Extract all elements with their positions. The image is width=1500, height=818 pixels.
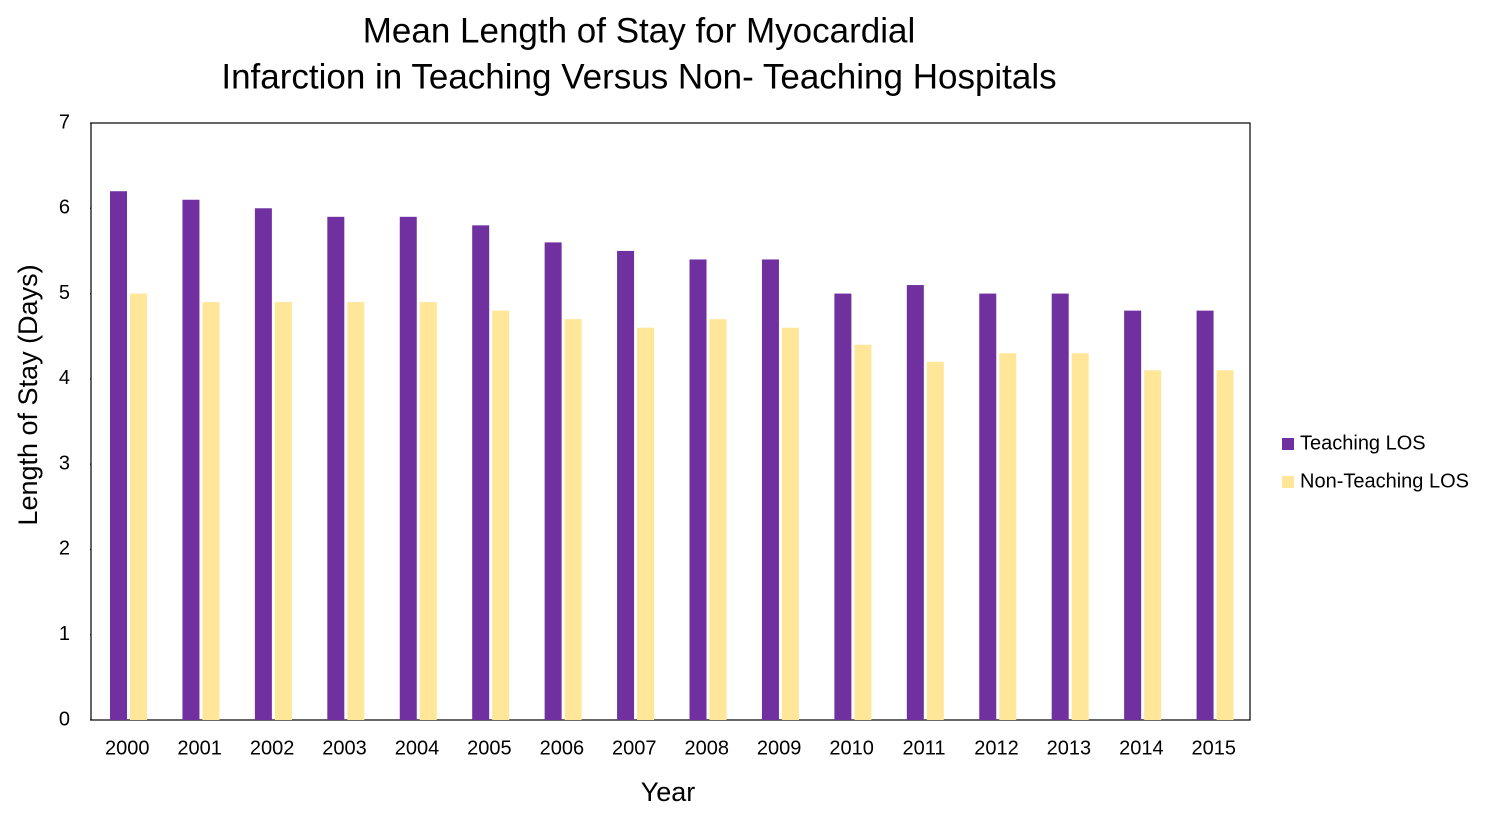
bar — [202, 302, 220, 720]
x-tick-label: 2009 — [757, 737, 802, 759]
bar — [617, 250, 635, 720]
bar — [709, 319, 727, 720]
x-tick-label: 2015 — [1192, 737, 1237, 759]
plot-frame — [90, 122, 1251, 721]
chart-title: Mean Length of Stay for Myocardial — [363, 11, 916, 50]
x-tick-label: 2008 — [684, 737, 729, 759]
bar — [854, 344, 872, 720]
x-tick-label: 2007 — [612, 737, 657, 759]
bar — [472, 225, 490, 721]
bar — [182, 199, 200, 720]
bar — [637, 327, 655, 720]
bar — [689, 259, 707, 720]
bar — [544, 242, 562, 720]
bar — [906, 285, 924, 720]
bar — [781, 327, 799, 720]
bar — [347, 302, 365, 720]
x-tick-label: 2010 — [829, 737, 874, 759]
bar — [399, 216, 417, 721]
bar — [1144, 370, 1162, 720]
y-tick-label: 1 — [59, 623, 70, 645]
y-tick-label: 4 — [59, 367, 70, 389]
bar — [1071, 353, 1089, 720]
bar — [419, 302, 437, 720]
bar — [1196, 310, 1214, 720]
bar — [492, 310, 510, 720]
x-tick-label: 2000 — [105, 737, 150, 759]
y-tick-label: 5 — [59, 282, 70, 304]
x-tick-label: 2004 — [395, 737, 440, 759]
x-tick-label: 2012 — [974, 737, 1019, 759]
legend-swatch — [1282, 438, 1294, 450]
x-tick-label: 2005 — [467, 737, 512, 759]
x-tick-label: 2006 — [540, 737, 585, 759]
bar — [254, 208, 272, 721]
bar — [110, 191, 128, 720]
bar — [1051, 293, 1069, 720]
bar — [274, 302, 292, 720]
bar — [926, 361, 944, 720]
y-tick-label: 3 — [59, 452, 70, 474]
bar — [327, 216, 345, 721]
x-tick-label: 2003 — [322, 737, 367, 759]
bar — [1124, 310, 1142, 720]
x-axis-title: Year — [641, 777, 696, 807]
bar — [834, 293, 852, 720]
y-tick-label: 6 — [59, 197, 70, 219]
bar — [564, 319, 582, 720]
y-tick-label: 0 — [59, 708, 70, 730]
y-axis-title: Length of Stay (Days) — [13, 264, 43, 525]
x-tick-label: 2001 — [177, 737, 222, 759]
legend-label: Teaching LOS — [1300, 432, 1426, 454]
bar — [1216, 370, 1234, 720]
legend-swatch — [1282, 476, 1294, 488]
bar — [130, 293, 148, 720]
x-tick-label: 2013 — [1047, 737, 1092, 759]
bar — [979, 293, 997, 720]
bar — [761, 259, 779, 720]
x-tick-label: 2011 — [903, 737, 946, 759]
legend-label: Non-Teaching LOS — [1300, 470, 1469, 492]
y-tick-label: 2 — [59, 538, 70, 560]
chart-title: Infarction in Teaching Versus Non- Teach… — [221, 57, 1056, 96]
bar — [999, 353, 1017, 720]
y-tick-label: 7 — [59, 111, 70, 133]
x-tick-label: 2014 — [1119, 737, 1164, 759]
x-tick-label: 2002 — [250, 737, 295, 759]
